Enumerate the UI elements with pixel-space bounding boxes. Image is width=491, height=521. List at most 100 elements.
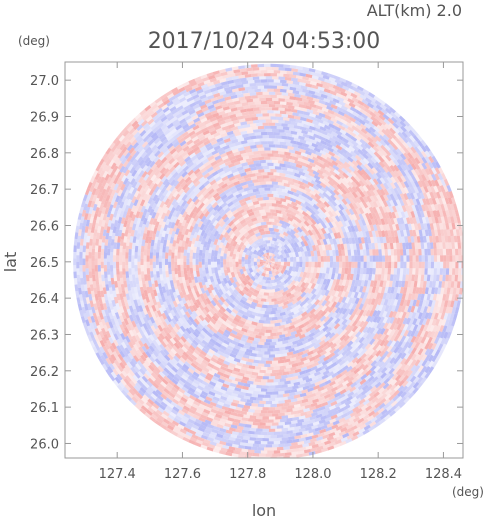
radar-cell <box>314 324 322 331</box>
radar-cell <box>296 226 303 233</box>
radar-cell <box>333 328 340 335</box>
radar-cell <box>344 187 351 194</box>
radar-cell <box>239 299 246 305</box>
radar-cell <box>292 205 299 211</box>
radar-cell <box>303 220 310 227</box>
radar-cell <box>296 246 301 253</box>
radar-cell <box>250 284 257 290</box>
radar-cell <box>104 245 108 253</box>
radar-cell <box>259 400 266 405</box>
radar-cell <box>348 325 355 332</box>
radar-cell <box>267 153 274 157</box>
radar-cell <box>264 373 271 377</box>
radar-cell <box>284 195 291 201</box>
radar-cell <box>334 296 341 303</box>
radar-cell <box>430 268 434 275</box>
radar-cell <box>366 261 370 269</box>
radar-cell <box>249 231 255 237</box>
radar-cell <box>217 218 224 225</box>
radar-cell <box>338 307 345 314</box>
radar-cell <box>300 291 307 298</box>
radar-cell <box>268 428 276 432</box>
radar-cell <box>199 223 206 231</box>
radar-cell <box>283 269 289 275</box>
radar-cell <box>290 237 297 244</box>
radar-cell <box>334 226 340 234</box>
radar-cell <box>172 300 178 308</box>
radar-cell <box>324 273 329 280</box>
radar-cell <box>324 185 332 192</box>
radar-cell <box>360 261 364 269</box>
radar-cell <box>340 273 345 281</box>
radar-cell <box>272 97 279 102</box>
radar-cell <box>191 279 196 287</box>
radar-cell <box>259 360 266 364</box>
radar-cell <box>248 154 256 159</box>
radar-cell <box>301 311 308 318</box>
radar-cell <box>341 193 348 200</box>
radar-cell <box>131 255 135 262</box>
radar-cell <box>180 246 185 253</box>
radar-cell <box>197 287 203 295</box>
radar-cell <box>234 236 241 243</box>
radar-cell <box>339 261 343 268</box>
radar-cell <box>265 382 272 386</box>
radar-cell <box>220 173 227 179</box>
radar-cell <box>276 306 283 311</box>
radar-cell <box>327 306 334 313</box>
radar-cell <box>204 183 212 190</box>
radar-cell <box>242 213 250 219</box>
radar-cell <box>312 313 320 320</box>
radar-cell <box>350 225 356 233</box>
radar-cell <box>226 290 232 297</box>
radar-cell <box>288 220 295 226</box>
radar-cell <box>247 316 254 322</box>
radar-cell <box>332 267 336 274</box>
radar-cell <box>280 269 286 275</box>
radar-cell <box>257 294 263 299</box>
radar-cell <box>218 283 224 290</box>
radar-cell <box>264 156 271 160</box>
radar-cell <box>354 297 360 305</box>
radar-cell <box>294 251 299 258</box>
radar-cell <box>295 163 303 169</box>
radar-cell <box>174 219 180 227</box>
radar-cell <box>314 178 322 185</box>
radar-cell <box>345 279 350 287</box>
radar-cell <box>219 306 227 313</box>
radar-cell <box>161 252 166 259</box>
radar-cell <box>178 199 185 207</box>
radar-cell <box>320 284 326 291</box>
radar-cell <box>255 184 262 189</box>
radar-cell <box>332 184 340 191</box>
radar-cell <box>181 297 187 305</box>
radar-cell <box>264 332 271 337</box>
radar-cell <box>313 213 320 220</box>
radar-cell <box>217 336 225 343</box>
radar-cell <box>220 323 228 330</box>
radar-cell <box>276 125 284 130</box>
radar-cell <box>181 276 186 284</box>
radar-cell <box>239 235 246 241</box>
radar-cell <box>214 304 221 312</box>
radar-cell <box>235 256 239 262</box>
radar-cell <box>233 248 238 255</box>
radar-cell <box>213 261 218 268</box>
radar-cell <box>266 212 272 216</box>
radar-cell <box>289 197 297 203</box>
radar-cell <box>362 286 367 293</box>
radar-cell <box>313 283 320 290</box>
radar-cell <box>327 337 335 344</box>
radar-cell <box>194 328 201 336</box>
radar-cell <box>237 175 245 181</box>
radar-cell <box>280 343 288 348</box>
radar-cell <box>264 256 268 260</box>
radar-cell <box>330 174 337 181</box>
radar-cell <box>362 267 367 275</box>
radar-cell <box>337 328 344 336</box>
radar-cell <box>181 200 188 207</box>
radar-cell <box>316 169 324 175</box>
radar-cell <box>222 185 230 192</box>
radar-cell <box>270 267 274 271</box>
radar-cell <box>233 180 240 186</box>
